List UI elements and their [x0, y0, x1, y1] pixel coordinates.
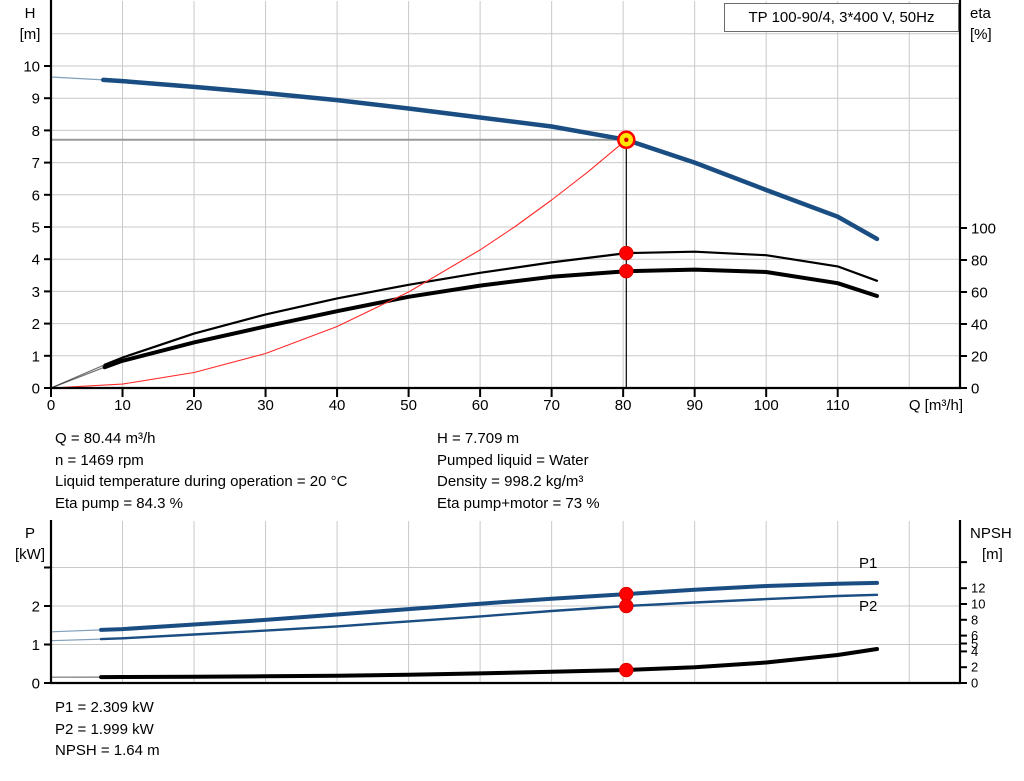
left-axis-tick-label: 2	[32, 316, 40, 333]
left-axis-tick-label: 10	[23, 59, 40, 76]
right-axis-tick-label: 12	[971, 581, 985, 596]
curve-line	[99, 593, 879, 641]
eta-pump-motor-curve	[50, 267, 879, 389]
left-axis-tick-label: 0	[32, 676, 40, 693]
left-axis-tick-label: 9	[32, 91, 40, 108]
info-line: Eta pump = 84.3 %	[55, 494, 183, 512]
curve-line	[103, 250, 879, 366]
curve-thin-lead	[50, 638, 102, 642]
duty-info-right: H = 7.709 m Pumped liquid = Water Density …	[437, 428, 600, 514]
series-label-p1: P1	[859, 555, 877, 572]
duty-info-left: Q = 80.44 m³/h n = 1469 rpm Liquid tempera…	[55, 428, 347, 514]
left-axis-tick-label: 3	[32, 284, 40, 301]
curve-line	[102, 267, 879, 370]
pump-model-label: TP 100-90/4, 3*400 V, 50Hz	[748, 9, 935, 26]
head-curve	[50, 76, 880, 242]
curve-thin-lead	[50, 629, 102, 633]
operating-point-dot	[619, 264, 634, 279]
info-line: Liquid temperature during operation = 20…	[55, 473, 348, 490]
right-axis-unit: [m]	[982, 546, 1003, 563]
x-axis-tick-label: 50	[400, 397, 417, 414]
info-line: NPSH = 1.64 m	[55, 742, 160, 759]
right-axis-tick-label: 80	[971, 253, 988, 270]
operating-point-dot	[619, 598, 634, 614]
curve-thin-lead	[50, 76, 104, 81]
x-axis-tick-label: 20	[186, 397, 203, 414]
left-axis-title: P	[25, 525, 35, 542]
power-npsh-info: P1 = 2.309 kW P2 = 1.999 kW NPSH = 1.64 m	[55, 697, 160, 762]
info-line: Pumped liquid = Water	[437, 451, 589, 469]
info-line: Density = 998.2 kg/m³	[437, 473, 584, 490]
right-axis-tick-label: 60	[971, 285, 988, 302]
info-line: P1 = 2.309 kW	[55, 699, 154, 716]
curve-line	[99, 580, 879, 632]
x-axis-tick-label: 0	[47, 397, 55, 414]
left-axis-tick-label: 5	[32, 220, 40, 237]
p2-curve	[50, 593, 879, 642]
left-axis-unit: [kW]	[15, 546, 45, 563]
right-axis-unit: [%]	[970, 26, 992, 43]
series-label-p2: P2	[859, 598, 877, 615]
left-axis-tick-label: 4	[32, 252, 40, 269]
right-axis-tick-label: 5	[971, 636, 978, 651]
left-axis-tick-label: 7	[32, 155, 40, 172]
left-axis-title: H	[25, 5, 36, 22]
right-axis-tick-label: 40	[971, 317, 988, 334]
x-axis-tick-label: 70	[543, 397, 560, 414]
right-axis-tick-label: 8	[971, 612, 978, 627]
left-axis-tick-label: 8	[32, 123, 40, 140]
gridlines	[51, 1, 960, 388]
x-axis-tick-label: 90	[686, 397, 703, 414]
right-axis-tick-label: 2	[971, 660, 978, 675]
pump-model-box: TP 100-90/4, 3*400 V, 50Hz	[724, 3, 959, 32]
curve-thin-lead	[50, 366, 105, 389]
x-axis-tick-label: 100	[754, 397, 779, 414]
curve-line	[100, 77, 880, 242]
x-axis-tick-label: 60	[472, 397, 489, 414]
curve-line	[99, 647, 879, 680]
right-axis-title: eta	[970, 5, 992, 22]
left-axis-tick-label: 1	[32, 637, 40, 654]
operating-point-dot	[619, 245, 634, 261]
npsh-curve	[50, 647, 879, 680]
right-axis-tick-label: 100	[971, 221, 996, 238]
left-axis-tick-label: 1	[32, 348, 40, 365]
x-axis-tick-label: 110	[826, 397, 850, 414]
right-axis-title: NPSH	[970, 525, 1012, 542]
x-axis-tick-label: 30	[257, 397, 274, 414]
operating-point-dot	[619, 662, 634, 678]
gridlines	[51, 521, 960, 683]
info-line: H = 7.709 m	[437, 430, 520, 447]
info-line: n = 1469 rpm	[55, 451, 144, 469]
right-axis-tick-label: 6	[971, 628, 978, 643]
left-axis-unit: [m]	[20, 26, 41, 43]
right-axis-tick-label: 10	[971, 596, 985, 611]
right-axis-tick-label: 0	[971, 381, 979, 398]
left-axis-tick-label: 6	[32, 187, 40, 204]
right-axis-tick-label: 20	[971, 349, 988, 366]
p1-curve	[50, 580, 879, 633]
info-line: Q = 80.44 m³/h	[55, 430, 156, 447]
x-axis-tick-label: 40	[329, 397, 346, 414]
x-axis-tick-label: 80	[615, 397, 632, 414]
duty-point-marker	[617, 130, 636, 150]
info-line: Eta pump+motor = 73 %	[437, 494, 600, 512]
right-axis-tick-label: 4	[971, 644, 978, 659]
left-axis-tick-label: 2	[32, 599, 40, 616]
system-curve	[50, 139, 627, 389]
info-line: P2 = 1.999 kW	[55, 720, 154, 738]
curve-line	[50, 139, 627, 389]
right-axis-tick-label: 0	[971, 676, 978, 691]
left-axis-tick-label: 0	[32, 381, 40, 398]
x-axis-tick-label: 10	[114, 397, 131, 414]
x-axis-title: Q [m³/h]	[909, 397, 963, 414]
